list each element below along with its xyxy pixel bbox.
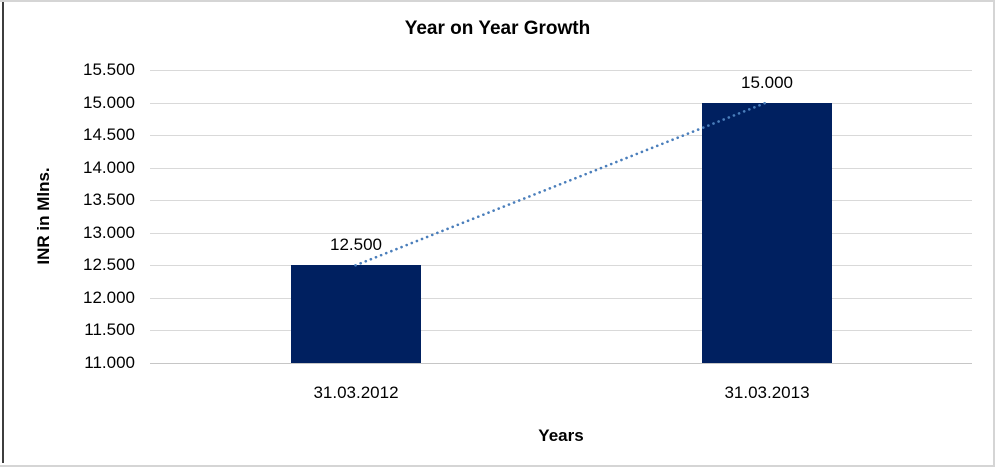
frame-border-bottom	[0, 465, 995, 467]
plot-area: 12.500 15.000	[150, 70, 972, 364]
trendline	[354, 101, 768, 267]
bar-31.03.2013	[702, 103, 832, 363]
x-category-label: 31.03.2012	[313, 383, 399, 402]
bar-31.03.2012	[291, 265, 421, 363]
y-tick-label: 14.500	[83, 125, 135, 144]
y-tick-label: 12.500	[83, 255, 135, 274]
y-tick-label: 13.000	[83, 223, 135, 242]
gridline	[150, 298, 972, 299]
gridline	[150, 135, 972, 136]
y-tick-label: 14.000	[83, 158, 135, 177]
x-axis-line	[150, 363, 972, 364]
gridline	[150, 233, 972, 234]
y-axis-title: INR in Mlns.	[34, 167, 53, 265]
y-tick-label: 12.000	[83, 288, 135, 307]
gridline	[150, 330, 972, 331]
x-axis-title: Years	[538, 426, 584, 445]
gridline	[150, 103, 972, 104]
frame-border-left	[2, 2, 4, 463]
bar-value-label: 15.000	[741, 73, 793, 92]
gridline	[150, 200, 972, 201]
y-tick-label: 13.500	[83, 190, 135, 209]
x-category-label: 31.03.2013	[724, 383, 810, 402]
y-tick-label: 11.500	[84, 320, 135, 339]
bar-value-label: 12.500	[330, 235, 382, 254]
gridline	[150, 70, 972, 71]
gridline	[150, 168, 972, 169]
y-tick-label: 15.500	[83, 60, 135, 79]
y-tick-label: 15.000	[83, 93, 135, 112]
gridline	[150, 265, 972, 266]
frame-border-top	[0, 0, 995, 2]
y-tick-label: 11.000	[84, 353, 135, 372]
frame-border-right	[993, 0, 995, 467]
chart-title: Year on Year Growth	[404, 18, 591, 39]
